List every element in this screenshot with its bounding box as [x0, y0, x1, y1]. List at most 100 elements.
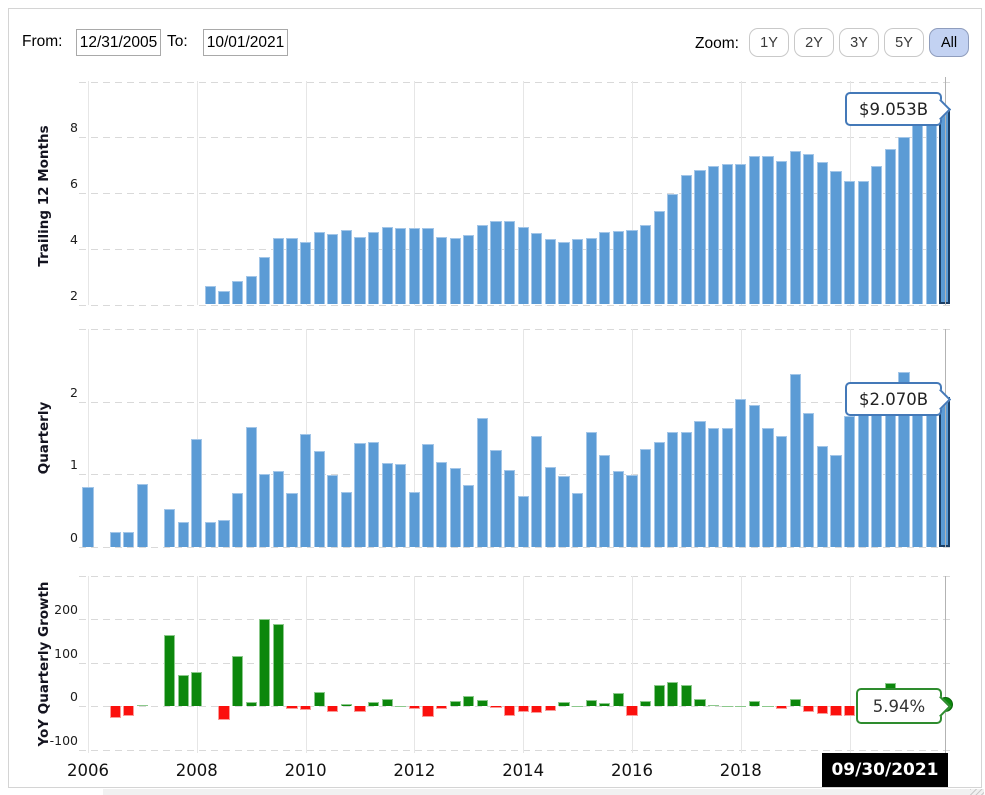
bar-yoy-quarterly-growth-14[interactable]: [272, 623, 284, 707]
bar-trailing-12-months-26[interactable]: [436, 236, 448, 305]
bar-trailing-12-months-54[interactable]: [816, 161, 828, 305]
bar-quarterly-31[interactable]: [504, 469, 516, 547]
bar-trailing-12-months-27[interactable]: [449, 238, 461, 305]
bar-quarterly-28[interactable]: [463, 485, 475, 547]
bar-quarterly-15[interactable]: [286, 493, 298, 547]
bar-yoy-quarterly-growth-26[interactable]: [436, 706, 448, 710]
bar-trailing-12-months-62[interactable]: [925, 125, 937, 305]
bar-trailing-12-months-36[interactable]: [572, 239, 584, 305]
zoom-2y-button[interactable]: 2Y: [794, 28, 834, 57]
bar-trailing-12-months-28[interactable]: [463, 235, 475, 305]
bar-quarterly-0[interactable]: [82, 487, 94, 547]
bar-quarterly-60[interactable]: [898, 371, 910, 547]
bar-quarterly-47[interactable]: [721, 428, 733, 547]
bar-yoy-quarterly-growth-33[interactable]: [531, 706, 543, 714]
bar-trailing-12-months-9[interactable]: [204, 286, 216, 305]
bar-trailing-12-months-52[interactable]: [789, 151, 801, 305]
bar-trailing-12-months-10[interactable]: [218, 290, 230, 305]
bar-yoy-quarterly-growth-40[interactable]: [626, 706, 638, 716]
bar-quarterly-55[interactable]: [830, 454, 842, 547]
bar-yoy-quarterly-growth-4[interactable]: [136, 705, 148, 707]
bar-trailing-12-months-51[interactable]: [776, 160, 788, 305]
bar-yoy-quarterly-growth-52[interactable]: [789, 699, 801, 707]
bar-trailing-12-months-33[interactable]: [531, 232, 543, 305]
bar-quarterly-52[interactable]: [789, 373, 801, 547]
bar-yoy-quarterly-growth-16[interactable]: [300, 706, 312, 711]
bar-quarterly-44[interactable]: [680, 432, 692, 547]
bar-quarterly-58[interactable]: [871, 405, 883, 547]
bar-quarterly-40[interactable]: [626, 475, 638, 547]
bar-yoy-quarterly-growth-43[interactable]: [667, 681, 679, 707]
bar-trailing-12-months-57[interactable]: [857, 180, 869, 305]
bar-yoy-quarterly-growth-53[interactable]: [803, 706, 815, 713]
bar-quarterly-34[interactable]: [544, 467, 556, 547]
bar-quarterly-61[interactable]: [912, 394, 924, 547]
bar-yoy-quarterly-growth-13[interactable]: [259, 619, 271, 707]
bar-yoy-quarterly-growth-29[interactable]: [476, 700, 488, 707]
bar-quarterly-59[interactable]: [884, 404, 896, 547]
bar-trailing-12-months-44[interactable]: [680, 175, 692, 305]
bar-quarterly-22[interactable]: [381, 463, 393, 547]
bar-trailing-12-months-21[interactable]: [368, 232, 380, 305]
bar-quarterly-49[interactable]: [748, 405, 760, 547]
bar-quarterly-23[interactable]: [395, 464, 407, 547]
bar-quarterly-24[interactable]: [408, 491, 420, 547]
bar-trailing-12-months-53[interactable]: [803, 154, 815, 305]
bar-quarterly-36[interactable]: [572, 493, 584, 547]
bar-yoy-quarterly-growth-8[interactable]: [191, 672, 203, 707]
bar-quarterly-37[interactable]: [585, 432, 597, 547]
bar-quarterly-19[interactable]: [340, 491, 352, 547]
from-date-input[interactable]: [76, 29, 161, 56]
zoom-all-button[interactable]: All: [929, 28, 969, 57]
bar-trailing-12-months-32[interactable]: [517, 226, 529, 305]
bar-trailing-12-months-37[interactable]: [585, 237, 597, 305]
bar-quarterly-35[interactable]: [558, 476, 570, 547]
bar-yoy-quarterly-growth-31[interactable]: [504, 706, 516, 717]
bar-quarterly-21[interactable]: [368, 441, 380, 547]
bar-trailing-12-months-43[interactable]: [667, 193, 679, 305]
bar-quarterly-11[interactable]: [232, 493, 244, 547]
bar-trailing-12-months-48[interactable]: [735, 164, 747, 305]
bar-trailing-12-months-47[interactable]: [721, 164, 733, 305]
bar-quarterly-54[interactable]: [816, 445, 828, 547]
zoom-3y-button[interactable]: 3Y: [839, 28, 879, 57]
bar-yoy-quarterly-growth-3[interactable]: [123, 706, 135, 716]
bar-quarterly-27[interactable]: [449, 468, 461, 547]
bar-quarterly-8[interactable]: [191, 439, 203, 547]
bar-quarterly-45[interactable]: [694, 421, 706, 547]
bar-yoy-quarterly-growth-6[interactable]: [164, 635, 176, 707]
bar-quarterly-29[interactable]: [476, 418, 488, 547]
bar-trailing-12-months-16[interactable]: [300, 241, 312, 305]
bar-quarterly-9[interactable]: [204, 521, 216, 547]
bar-trailing-12-months-45[interactable]: [694, 169, 706, 305]
bar-quarterly-43[interactable]: [667, 432, 679, 547]
bar-quarterly-50[interactable]: [762, 427, 774, 547]
bar-trailing-12-months-11[interactable]: [232, 281, 244, 305]
bar-yoy-quarterly-growth-51[interactable]: [776, 706, 788, 709]
bar-trailing-12-months-25[interactable]: [422, 227, 434, 305]
bar-yoy-quarterly-growth-47[interactable]: [721, 705, 733, 707]
horizontal-scrollbar[interactable]: [103, 789, 984, 795]
bar-quarterly-57[interactable]: [857, 408, 869, 547]
bar-quarterly-38[interactable]: [599, 454, 611, 547]
bar-yoy-quarterly-growth-46[interactable]: [708, 705, 720, 707]
zoom-5y-button[interactable]: 5Y: [884, 28, 924, 57]
bar-quarterly-10[interactable]: [218, 520, 230, 547]
bar-quarterly-3[interactable]: [123, 531, 135, 547]
bar-yoy-quarterly-growth-10[interactable]: [218, 706, 230, 721]
bar-yoy-quarterly-growth-45[interactable]: [694, 698, 706, 707]
bar-trailing-12-months-14[interactable]: [272, 238, 284, 305]
bar-trailing-12-months-31[interactable]: [504, 221, 516, 305]
bar-yoy-quarterly-growth-54[interactable]: [816, 706, 828, 714]
bar-quarterly-18[interactable]: [327, 475, 339, 547]
bar-yoy-quarterly-growth-30[interactable]: [490, 706, 502, 709]
bar-yoy-quarterly-growth-11[interactable]: [232, 655, 244, 707]
bar-quarterly-16[interactable]: [300, 433, 312, 547]
bar-yoy-quarterly-growth-50[interactable]: [762, 705, 774, 707]
bar-trailing-12-months-13[interactable]: [259, 256, 271, 305]
bar-quarterly-13[interactable]: [259, 474, 271, 547]
bar-quarterly-14[interactable]: [272, 470, 284, 547]
bar-yoy-quarterly-growth-39[interactable]: [612, 692, 624, 707]
bar-quarterly-51[interactable]: [776, 436, 788, 547]
bar-yoy-quarterly-growth-2[interactable]: [109, 706, 121, 719]
